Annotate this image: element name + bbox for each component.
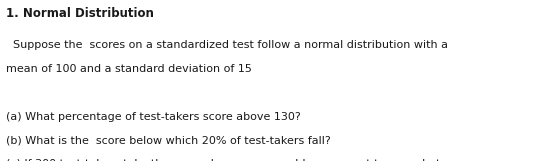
Text: (a) What percentage of test-takers score above 130?: (a) What percentage of test-takers score…: [6, 112, 301, 122]
Text: mean of 100 and a standard deviation of 15: mean of 100 and a standard deviation of …: [6, 64, 252, 74]
Text: 1. Normal Distribution: 1. Normal Distribution: [6, 7, 154, 20]
Text: (c) If 300 test-takers take the exam, how many would you expect to score between: (c) If 300 test-takers take the exam, ho…: [6, 159, 471, 161]
Text: Suppose the  scores on a standardized test follow a normal distribution with a: Suppose the scores on a standardized tes…: [6, 40, 449, 50]
Text: (b) What is the  score below which 20% of test-takers fall?: (b) What is the score below which 20% of…: [6, 136, 331, 146]
